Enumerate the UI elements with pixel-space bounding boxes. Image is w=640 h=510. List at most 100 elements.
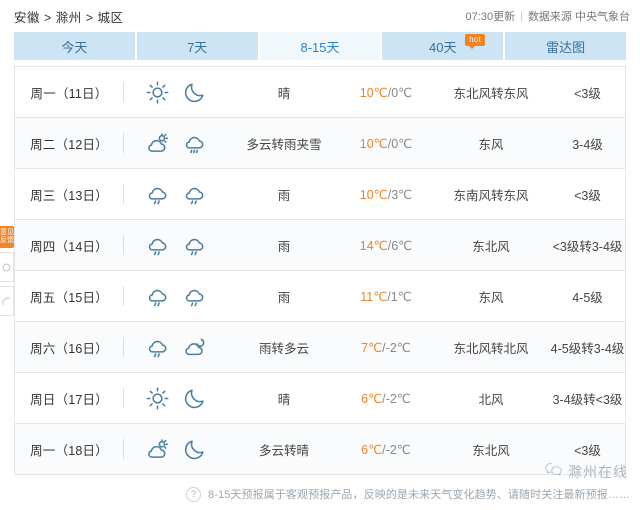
moon-icon	[182, 80, 207, 105]
temperature-range: 6℃/-2℃	[340, 391, 432, 406]
weather-icons	[124, 386, 228, 411]
row-divider	[123, 439, 124, 459]
watermark: 滁州在线	[545, 462, 628, 482]
forecast-day-label: 周二（12日）	[30, 137, 108, 152]
temperature-range: 10℃/3℃	[340, 187, 432, 202]
feedback-tab[interactable]: 意见反馈	[0, 226, 14, 248]
wind-direction: 东北风转东风	[453, 86, 529, 101]
table-row[interactable]: 周五（15日） 雨 11℃/1℃ 东风 4-5级	[15, 271, 625, 322]
temp-high: 10℃	[359, 187, 388, 202]
wind-direction: 东北风转北风	[453, 341, 529, 356]
forecast-day-label: 周三（13日）	[30, 188, 108, 203]
sun-icon	[145, 80, 170, 105]
wind-direction: 北风	[478, 392, 504, 407]
forecast-range-tabs: 今天 7天 8-15天 40天 hot 雷达图	[14, 32, 626, 60]
partly-cloudy-icon	[145, 437, 170, 462]
table-row[interactable]: 周日（17日） 晴 6℃/-2℃ 北风 3-4级转<3级	[15, 373, 625, 424]
rain-icon	[145, 233, 170, 258]
wind-level: <3级	[574, 86, 601, 101]
arc-icon	[2, 297, 11, 305]
temp-separator: /	[387, 187, 392, 202]
forecast-disclaimer: 8-15天预报属于客观预报产品，反映的是未来天气变化趋势、请随时关注最新预报……	[208, 489, 631, 501]
sleet-icon	[182, 131, 207, 156]
temp-high: 6℃	[361, 391, 383, 406]
condition-text: 晴	[277, 86, 291, 101]
rain-icon	[145, 284, 170, 309]
header-meta: 07:30更新 | 数据来源 中央气象台	[466, 8, 630, 24]
weather-icons	[124, 335, 228, 360]
footer-note-row: ? 8-15天预报属于客观预报产品，反映的是未来天气变化趋势、请随时关注最新预报…	[0, 486, 640, 502]
wind-level: <3级	[574, 188, 601, 203]
tab-label: 40天	[429, 39, 457, 55]
page-header: 安徽 > 滁州 > 城区 07:30更新 | 数据来源 中央气象台	[0, 0, 640, 32]
wind-direction: 东风	[478, 137, 504, 152]
tab-label: 7天	[187, 39, 208, 55]
table-row[interactable]: 周二（12日） 多云转雨夹雪 10℃/0℃ 东风 3-4级	[15, 118, 625, 169]
wind-level: <3级	[574, 443, 601, 458]
temperature-range: 10℃/0℃	[340, 136, 432, 151]
breadcrumb[interactable]: 安徽 > 滁州 > 城区	[14, 10, 124, 25]
header-separator: |	[520, 10, 523, 22]
forecast-day-label: 周六（16日）	[30, 341, 108, 356]
row-divider	[123, 82, 124, 102]
forecast-day-label: 周一（18日）	[30, 443, 108, 458]
temp-low: 3℃	[391, 187, 413, 202]
tab-today[interactable]: 今天	[14, 32, 137, 60]
temp-separator: /	[387, 289, 391, 304]
tab-label: 8-15天	[300, 39, 340, 55]
temp-low: 0℃	[391, 85, 413, 100]
wind-level: 3-4级转<3级	[552, 392, 623, 407]
row-divider	[123, 184, 124, 204]
tab-7day[interactable]: 7天	[136, 32, 260, 60]
update-time: 07:30更新	[465, 11, 516, 23]
rain-icon	[182, 233, 207, 258]
wind-level: 3-4级	[572, 137, 603, 152]
help-icon[interactable]: ?	[186, 486, 201, 502]
row-divider	[123, 235, 124, 255]
table-row[interactable]: 周四（14日） 雨 14℃/6℃ 东北风 <3级转3-4级	[15, 220, 625, 271]
wind-level: 4-5级	[572, 290, 603, 305]
temp-high: 7℃	[361, 340, 383, 355]
wind-level: <3级转3-4级	[552, 239, 623, 254]
hot-badge: hot	[465, 34, 486, 49]
tab-label: 雷达图	[546, 39, 586, 55]
temp-low: -2℃	[385, 340, 411, 355]
row-divider	[123, 388, 124, 408]
watermark-text: 滁州在线	[568, 464, 628, 480]
wind-direction: 东风	[478, 290, 504, 305]
side-button-tertiary[interactable]	[0, 286, 14, 316]
temperature-range: 6℃/-2℃	[340, 442, 432, 457]
weather-icons	[124, 182, 228, 207]
temp-separator: /	[382, 391, 386, 406]
temp-high: 14℃	[359, 238, 388, 253]
forecast-day-label: 周一（11日）	[30, 86, 108, 101]
temperature-range: 14℃/6℃	[340, 238, 432, 253]
wind-direction: 东南风转东风	[453, 188, 529, 203]
temp-high: 11℃	[360, 289, 388, 304]
rain-icon	[182, 182, 207, 207]
table-row[interactable]: 周一（18日） 多云转晴 6℃/-2℃ 东北风 <3级	[15, 424, 625, 475]
temp-separator: /	[387, 136, 392, 151]
rain-icon	[145, 335, 170, 360]
temperature-range: 11℃/1℃	[340, 289, 432, 304]
condition-text: 雨	[277, 188, 291, 203]
temp-low: 1℃	[390, 289, 412, 304]
table-row[interactable]: 周六（16日） 雨转多云 7℃/-2℃ 东北风转北风 4-5级转3-4级	[15, 322, 625, 373]
weather-icons	[124, 233, 228, 258]
condition-text: 雨	[277, 290, 291, 305]
temp-low: -2℃	[385, 442, 411, 457]
temp-separator: /	[387, 85, 392, 100]
temp-separator: /	[387, 238, 392, 253]
table-row[interactable]: 周一（11日） 晴 10℃/0℃ 东北风转东风 <3级	[15, 67, 625, 118]
table-row[interactable]: 周三（13日） 雨 10℃/3℃ 东南风转东风 <3级	[15, 169, 625, 220]
tab-40day[interactable]: 40天 hot	[382, 32, 506, 60]
forecast-table: 周一（11日） 晴 10℃/0℃ 东北风转东风 <3级 周二（12日） 多云转雨…	[14, 66, 626, 475]
row-divider	[123, 286, 124, 306]
sun-icon	[145, 386, 170, 411]
tab-radar-map[interactable]: 雷达图	[505, 32, 626, 60]
tab-8-15day[interactable]: 8-15天	[259, 32, 383, 60]
partly-cloudy-icon	[145, 131, 170, 156]
condition-text: 晴	[277, 392, 291, 407]
side-button-secondary[interactable]	[0, 252, 14, 282]
moon-icon	[182, 437, 207, 462]
